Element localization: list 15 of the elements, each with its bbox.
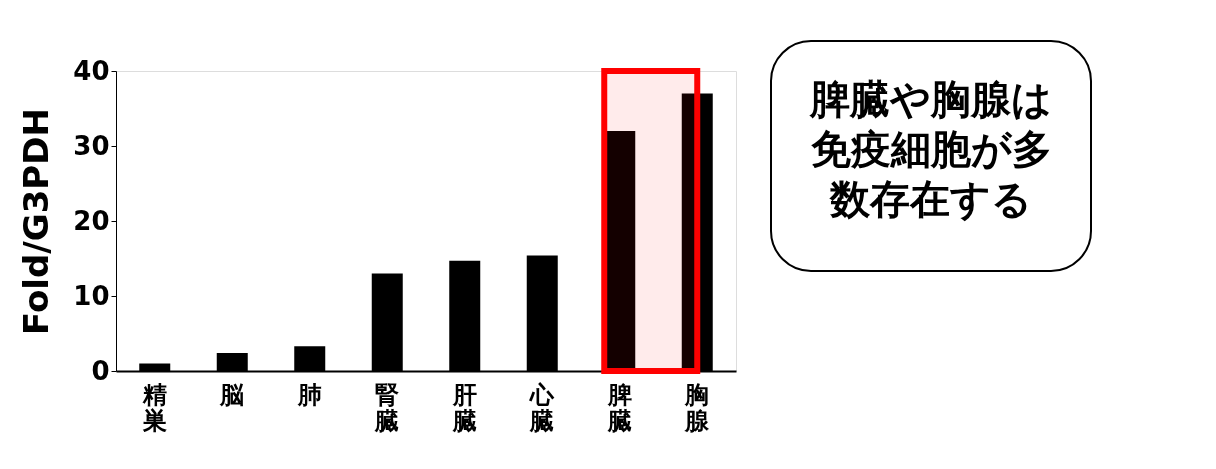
x-tick-label: 胸腺 xyxy=(684,380,711,435)
y-tick-label: 30 xyxy=(73,130,110,161)
y-tick-label: 10 xyxy=(73,280,110,311)
y-tick-label: 0 xyxy=(91,355,110,386)
y-tick-label: 40 xyxy=(73,55,110,86)
y-axis-title: Fold/G3PDH xyxy=(16,108,57,335)
x-tick-label: 肝臓 xyxy=(451,380,477,435)
y-tick-label: 20 xyxy=(73,205,110,236)
text: 脾臓や胸腺は免疫細胞が多数存在する xyxy=(809,76,1052,222)
x-tick-label: 心臓 xyxy=(529,380,556,435)
x-tick-label: 腎臓 xyxy=(374,380,400,435)
x-tick-label: 脾臓 xyxy=(606,380,632,435)
x-tick-label: 肺 xyxy=(296,380,322,409)
x-tick-label: 脳 xyxy=(219,380,245,409)
x-tick-label: 精巣 xyxy=(141,380,167,435)
